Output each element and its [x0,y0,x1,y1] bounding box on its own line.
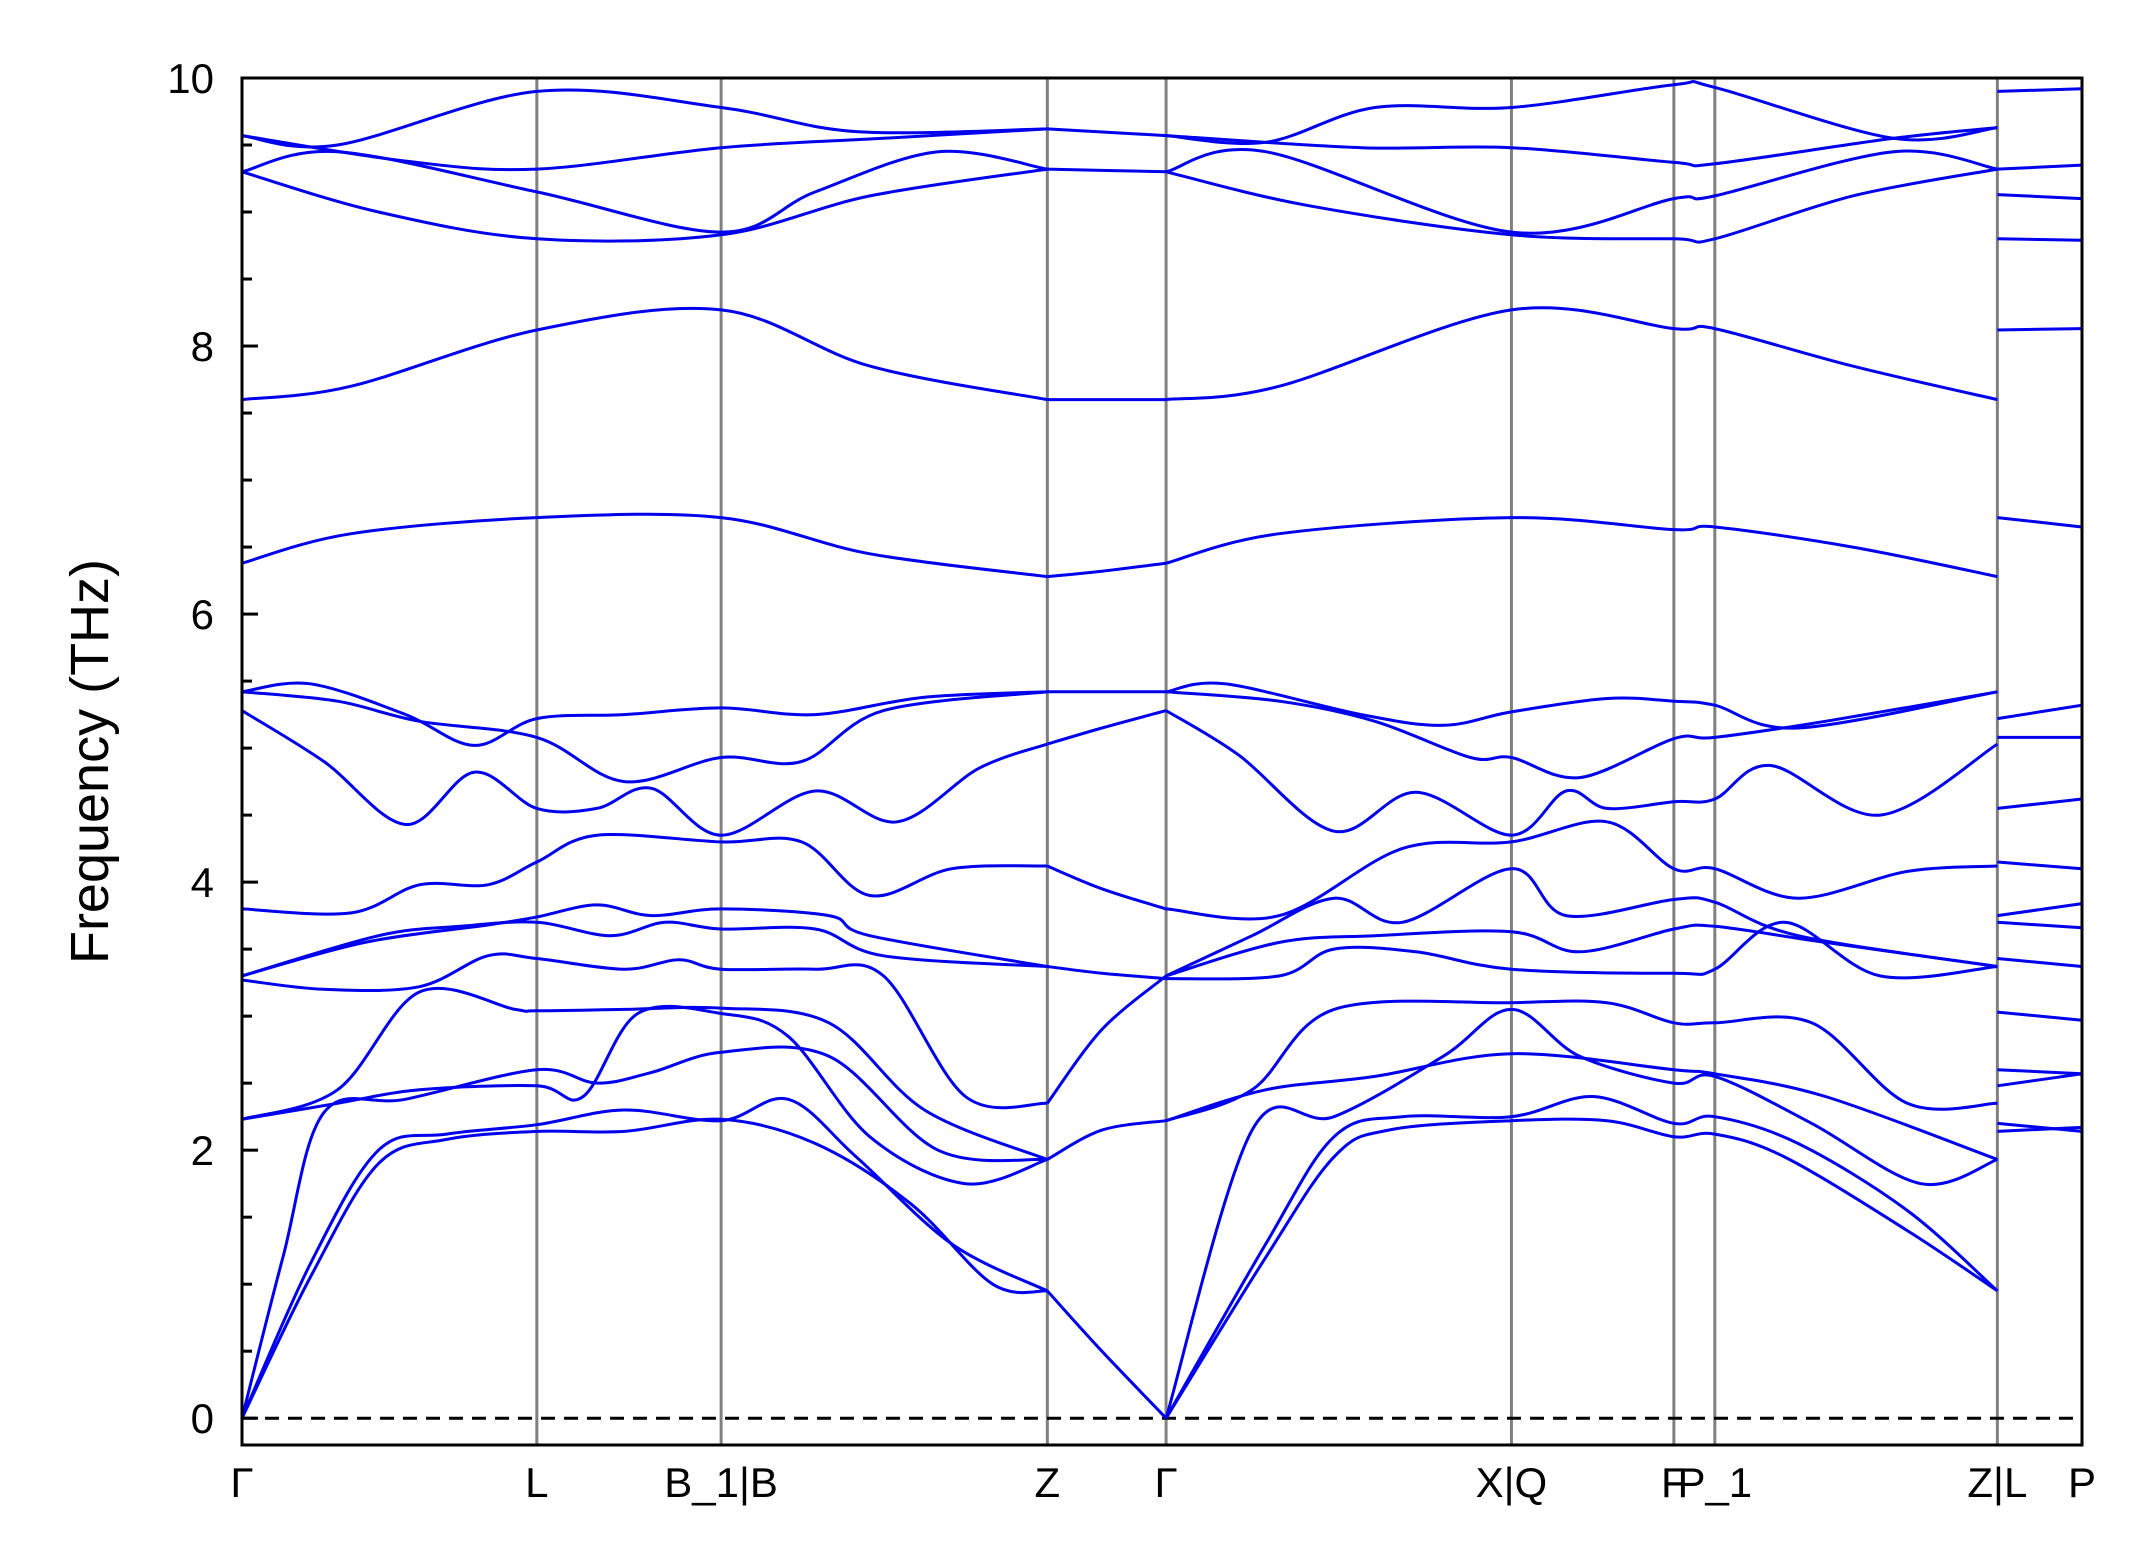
band-line [1997,860,2083,871]
band-line [1997,957,2083,968]
band-line [1165,1052,1998,1161]
band-line [1997,920,2083,930]
band-line [1047,561,1167,579]
band-line [1997,797,2083,810]
band-line [1165,923,1998,978]
band-line [1997,1125,2083,1133]
band-line [1165,709,1999,837]
band-line [1166,126,1998,168]
band-line [1166,920,1998,981]
band-line [1165,681,1998,730]
band-line [240,1117,1048,1419]
x-tick-label: F [1661,1459,1687,1506]
band-line [240,1045,1048,1419]
band-line [241,709,1048,837]
band-line [1164,1007,1998,1419]
band-line [241,903,1048,978]
y-tick-label: 8 [191,323,214,370]
band-line [1997,1121,2083,1133]
band-line [1997,902,2083,918]
band-line [241,920,1048,978]
band-line [1047,167,1167,174]
y-tick-label: 2 [191,1127,214,1174]
x-tick-label: Γ [1155,1459,1178,1506]
band-line [241,681,1048,747]
high-symmetry-lines [535,78,1999,1445]
band-line [1164,1117,1999,1419]
band-line [1046,974,1168,1105]
y-tick-label: 10 [167,55,214,102]
band-line [1997,327,2083,332]
phonon-bands [240,79,2083,1420]
band-line [241,952,1048,1110]
band-line [1046,709,1167,746]
band-line [1165,306,1998,402]
x-tick-label: Z|L [1967,1459,2027,1506]
band-line [241,986,1048,1161]
band-line [241,832,1048,916]
band-line [1165,516,1998,579]
band-line [240,1096,1048,1419]
band-line [1046,864,1167,911]
band-line [241,167,1048,243]
x-tick-label: B_1|B [664,1459,778,1506]
band-line [1997,703,2083,721]
band-line [241,149,1048,234]
band-line [1165,167,1998,244]
band-line [1997,193,2083,201]
x-tick-label: P_1 [1677,1459,1752,1506]
band-line [1997,87,2083,93]
band-line [1165,690,1998,780]
band-line [1997,1072,2083,1088]
x-tick-label: Z [1035,1459,1061,1506]
band-line [241,88,1048,149]
band-line [1997,237,2083,242]
band-line [1997,1068,2083,1076]
band-line [241,127,1048,172]
x-tick-label: P [2068,1459,2096,1506]
y-axis-ticks: 0 2 4 6 8 10 [167,55,258,1442]
band-line [1165,999,1998,1123]
y-tick-label: 0 [191,1395,214,1442]
band-line [241,306,1048,402]
band-line [241,690,1048,784]
plot-frame [240,76,2084,1447]
band-line [1047,965,1167,981]
x-tick-label: Γ [230,1459,253,1506]
band-line [1164,1094,1999,1419]
y-tick-label: 6 [191,591,214,638]
band-line [1165,867,1998,978]
y-tick-label: 4 [191,859,214,906]
band-line [1046,1289,1168,1420]
band-line [1165,819,1998,921]
y-axis-title: Frequency (THz) [60,559,120,964]
band-line [1997,516,2083,529]
band-line [1166,79,1998,146]
band-line [1165,148,1998,235]
band-line [241,1004,1048,1186]
band-line [1997,163,2083,171]
x-tick-label: X|Q [1476,1459,1548,1506]
band-line [241,512,1048,579]
band-line [1997,1010,2083,1022]
x-tick-label: L [525,1459,548,1506]
x-axis-ticks: Γ L B_1|B Z Γ X|Q FP_1 Z|L P [230,1459,2096,1506]
band-line [1047,127,1167,138]
band-line [1046,1119,1167,1161]
